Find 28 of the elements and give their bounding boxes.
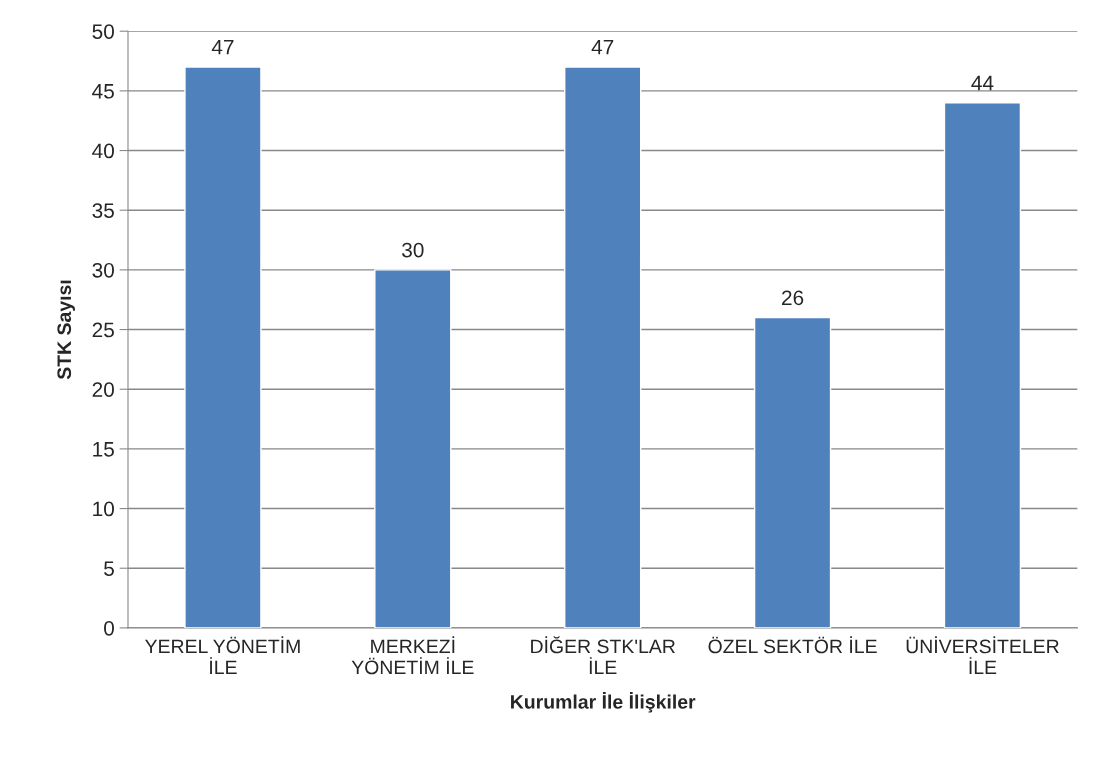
bar xyxy=(564,66,642,628)
y-tick-label: 20 xyxy=(92,382,114,397)
y-tick-label: 30 xyxy=(92,262,114,278)
data-label: 30 xyxy=(402,242,424,258)
x-axis-title: Kurumlar İle İlişkiler xyxy=(511,691,696,713)
y-tick-label: 0 xyxy=(104,620,114,636)
y-tick-label: 40 xyxy=(92,143,114,159)
data-label: 47 xyxy=(591,40,614,55)
bar xyxy=(184,66,262,628)
bar xyxy=(374,269,452,628)
bar xyxy=(943,102,1022,628)
y-axis-title: STK Sayısı xyxy=(57,280,75,380)
x-tick-label: DİĞER STK'LAR İLE xyxy=(531,636,675,675)
y-tick-label: 5 xyxy=(104,561,114,576)
data-label: 26 xyxy=(782,290,804,306)
bar xyxy=(753,316,832,628)
x-tick-label: MERKEZİ YÖNETİM İLE xyxy=(351,636,474,675)
y-tick-label: 45 xyxy=(92,84,114,99)
y-tick-label: 50 xyxy=(92,24,114,39)
x-tick-label: YEREL YÖNETİM İLE xyxy=(145,636,300,675)
y-tick-label: 25 xyxy=(92,322,114,338)
x-tick-label: ÖZEL SEKTÖR İLE xyxy=(708,636,877,654)
y-tick-label: 35 xyxy=(92,203,114,218)
y-tick-label: 15 xyxy=(93,442,114,457)
data-label: 44 xyxy=(971,75,994,91)
y-tick-label: 10 xyxy=(93,501,114,517)
data-label: 47 xyxy=(211,40,234,55)
x-tick-label: ÜNİVERSİTELER İLE xyxy=(906,636,1059,675)
